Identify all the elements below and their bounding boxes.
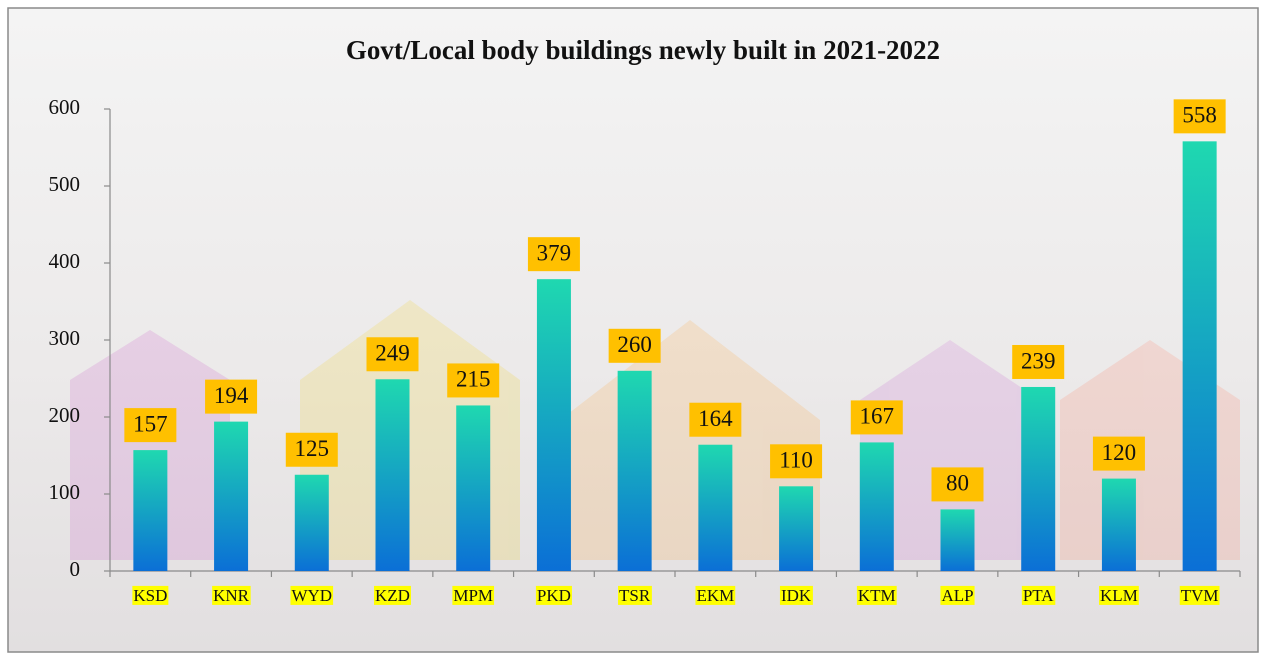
x-tick-label: TVM bbox=[1181, 586, 1219, 605]
x-tick-label: ALP bbox=[941, 586, 973, 605]
value-label: 164 bbox=[698, 406, 733, 431]
value-label: 194 bbox=[214, 383, 249, 408]
x-tick-label: IDK bbox=[781, 586, 812, 605]
bar bbox=[618, 371, 652, 571]
x-tick-label: KLM bbox=[1100, 586, 1138, 605]
bar bbox=[456, 405, 490, 571]
bar bbox=[1021, 387, 1055, 571]
y-tick-label: 100 bbox=[49, 480, 81, 504]
chart-title: Govt/Local body buildings newly built in… bbox=[346, 35, 940, 65]
bar bbox=[941, 509, 975, 571]
x-tick-label: KZD bbox=[375, 586, 410, 605]
y-tick-label: 400 bbox=[49, 249, 81, 273]
value-label: 249 bbox=[375, 341, 410, 366]
value-label: 167 bbox=[860, 404, 895, 429]
x-tick-label: WYD bbox=[291, 586, 332, 605]
y-tick-label: 200 bbox=[49, 403, 81, 427]
x-tick-label: PTA bbox=[1023, 586, 1054, 605]
bar bbox=[133, 450, 167, 571]
bar bbox=[1102, 479, 1136, 571]
value-label: 157 bbox=[133, 411, 168, 436]
x-tick-label: KTM bbox=[858, 586, 896, 605]
y-tick-label: 600 bbox=[49, 95, 81, 119]
y-tick-label: 500 bbox=[49, 172, 81, 196]
page: {"chart_data": { "type": "bar", "title":… bbox=[0, 0, 1266, 660]
bar bbox=[779, 486, 813, 571]
bar bbox=[537, 279, 571, 571]
value-label: 110 bbox=[779, 448, 813, 473]
x-tick-label: TSR bbox=[619, 586, 651, 605]
x-tick-label: KSD bbox=[133, 586, 167, 605]
x-tick-label: EKM bbox=[696, 586, 734, 605]
value-label: 80 bbox=[946, 471, 969, 496]
value-label: 260 bbox=[617, 332, 652, 357]
y-tick-label: 0 bbox=[70, 557, 81, 581]
value-label: 215 bbox=[456, 367, 491, 392]
value-label: 125 bbox=[295, 436, 330, 461]
x-tick-label: PKD bbox=[537, 586, 571, 605]
bar bbox=[214, 422, 248, 571]
bar bbox=[698, 445, 732, 571]
value-label: 239 bbox=[1021, 348, 1056, 373]
value-label: 558 bbox=[1182, 103, 1217, 128]
bar bbox=[295, 475, 329, 571]
chart: Govt/Local body buildings newly built in… bbox=[0, 0, 1266, 660]
value-label: 120 bbox=[1102, 440, 1137, 465]
bar bbox=[860, 442, 894, 571]
x-tick-label: MPM bbox=[453, 586, 493, 605]
bar bbox=[1183, 141, 1217, 571]
y-tick-label: 300 bbox=[49, 326, 81, 350]
x-tick-label: KNR bbox=[213, 586, 250, 605]
value-label: 379 bbox=[537, 240, 572, 265]
bar bbox=[376, 379, 410, 571]
